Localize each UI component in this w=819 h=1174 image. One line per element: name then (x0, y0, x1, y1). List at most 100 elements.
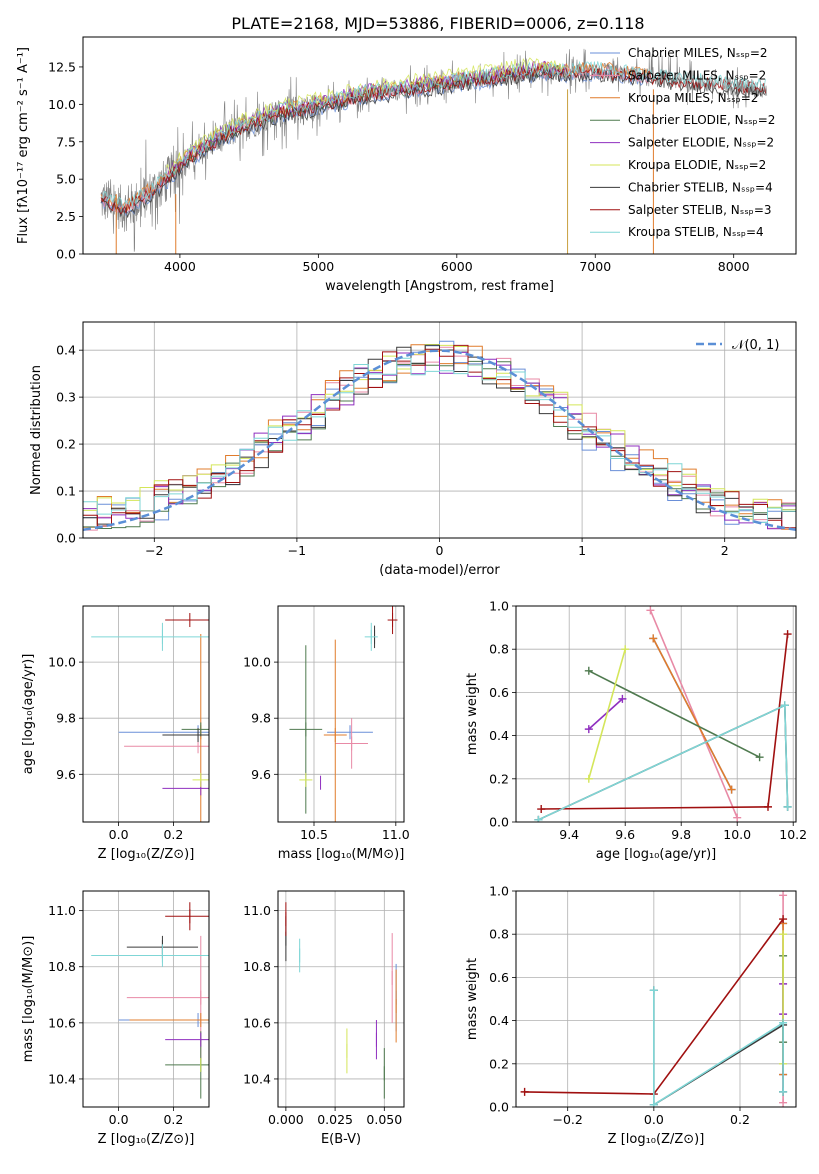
plot-area (285, 902, 397, 1099)
x-axis-label: Z [log₁₀(Z/Z⊙)] (98, 1132, 195, 1147)
y-tick-label: 0.8 (489, 927, 509, 942)
x-axis-label: E(B-V) (321, 1132, 361, 1147)
y-tick-label: 10.8 (48, 959, 76, 974)
y-axis-label: mass [log₁₀(M/M⊙)] (21, 936, 36, 1063)
axes-frame (82, 605, 210, 823)
x-axis-label: wavelength [Angstrom, rest frame] (325, 279, 554, 294)
weight-point-marker (779, 891, 788, 900)
plot-area (91, 613, 209, 822)
residual-histogram-salpeter-elodie (83, 344, 796, 530)
weight-point-marker (783, 630, 792, 639)
axes-massweight-vs-age: 9.4 9.6 9.8 10.0 10.2 0.0 0.2 0.4 0.6 0.8 1.0 age [… (465, 599, 807, 863)
weight-point-marker (584, 666, 593, 675)
weight-line-salpeter-elodie (588, 698, 623, 730)
y-axis-label: Flux [fλ10⁻¹⁷ erg cm⁻² s⁻¹ A⁻¹] (16, 47, 31, 244)
y-tick-label: 0.2 (489, 1056, 509, 1071)
legend-label: 𝒩(0, 1) (732, 338, 779, 353)
y-tick-label: 0.2 (56, 437, 76, 452)
weight-point-marker (733, 813, 742, 822)
x-tick-label: 0.025 (317, 1112, 353, 1127)
errorbar-kroupa-miles (129, 1013, 209, 1028)
y-axis-label: mass weight (465, 673, 480, 755)
y-tick-label: 10.0 (48, 97, 76, 112)
y-tick-label: 0.0 (489, 1100, 509, 1115)
x-tick-label: 0.0 (109, 827, 129, 842)
x-axis-label: Z [log₁₀(Z/Z⊙)] (98, 847, 195, 862)
y-tick-label: 0.4 (56, 343, 76, 358)
y-tick-label: 10.4 (243, 1071, 271, 1086)
y-tick-label: 0.8 (489, 642, 509, 657)
y-tick-label: 1.0 (489, 599, 509, 614)
model-spectrum-chabrier-stelib (100, 68, 766, 218)
weight-point-marker (779, 1098, 788, 1107)
errorbar-chabrier-stelib (162, 728, 209, 743)
x-tick-label: 10.5 (300, 827, 328, 842)
errorbar-salpeter-stelib (165, 613, 209, 628)
weight-point-marker (780, 701, 789, 710)
axes-frame (515, 890, 797, 1108)
x-tick-label: −2 (145, 543, 163, 558)
y-axis-label: Normed distribution (29, 365, 44, 495)
y-axis-label: age [log₁₀(age/yr)] (21, 654, 36, 775)
weight-point-marker (649, 986, 658, 995)
errorbar-chabrier-elodie (289, 645, 323, 814)
errorbar-kroupa-miles (323, 639, 347, 822)
y-tick-label: 7.5 (56, 134, 76, 149)
weight-line-chabrier-elodie (588, 670, 760, 758)
grid (83, 606, 209, 822)
weight-point-marker (584, 725, 593, 734)
x-tick-label: 1 (578, 543, 586, 558)
y-tick-label: 10.6 (243, 1015, 271, 1030)
weight-point-marker (755, 753, 764, 762)
axes-frame (277, 890, 405, 1108)
y-tick-label: 1.0 (489, 884, 509, 899)
errorbar-chabrier-miles (327, 725, 373, 740)
weight-line-kroupa-miles (652, 638, 733, 790)
y-tick-label: 10.8 (243, 959, 271, 974)
axes-frame (82, 890, 210, 1108)
weight-point-marker (537, 805, 546, 814)
axes-frame (82, 36, 797, 255)
x-tick-label: −0.2 (553, 1112, 583, 1127)
errorbar-chabrier-elodie (181, 722, 209, 737)
weight-point-marker (727, 785, 736, 794)
y-tick-label: 12.5 (48, 59, 76, 74)
figure-title: PLATE=2168, MJD=53886, FIBERID=0006, z=0… (231, 14, 644, 33)
weight-point-marker (646, 606, 655, 615)
x-tick-label: 2 (721, 543, 729, 558)
y-tick-label: 2.5 (56, 209, 76, 224)
residual-histogram-salpeter-stelib (83, 344, 796, 529)
legend-label: Kroupa MILES, Nₛₛₚ=2 (628, 91, 758, 105)
x-tick-label: −1 (288, 543, 306, 558)
x-tick-label: 0.2 (730, 1112, 750, 1127)
plot-area (83, 340, 796, 532)
legend-label: Chabrier MILES, Nₛₛₚ=2 (628, 46, 768, 60)
axes-frame (82, 321, 797, 539)
y-tick-label: 0.0 (56, 247, 76, 262)
weight-point-marker (779, 1087, 788, 1096)
weight-point-marker (764, 802, 772, 811)
weight-line-kroupa-stelib (653, 990, 784, 1107)
y-tick-label: 0.0 (56, 531, 76, 546)
grid (278, 891, 404, 1107)
x-tick-label: 0.2 (163, 827, 183, 842)
y-tick-label: 0.2 (489, 771, 509, 786)
weight-line-kroupa-elodie (588, 648, 626, 780)
legend-label: Salpeter MILES, Nₛₛₚ=2 (628, 68, 766, 82)
errorbar-kroupa-elodie (192, 772, 209, 787)
weight-point-marker (584, 774, 593, 783)
x-tick-label: 4000 (164, 259, 196, 274)
y-tick-label: 11.0 (243, 903, 271, 918)
x-tick-label: 11.0 (382, 827, 410, 842)
legend-label: Chabrier ELODIE, Nₛₛₚ=2 (628, 113, 775, 127)
x-axis-label: mass [log₁₀(M/M⊙)] (278, 847, 405, 862)
x-tick-label: 7000 (579, 259, 611, 274)
weight-point-marker (618, 694, 627, 703)
x-tick-label: 0.000 (268, 1112, 304, 1127)
y-tick-label: 0.6 (489, 685, 509, 700)
grid (83, 891, 209, 1107)
x-tick-label: 0.0 (644, 1112, 664, 1127)
errorbar-salpeter-stelib (165, 902, 209, 931)
axes-residuals: −2 −1 0 1 2 0.0 0.1 0.2 0.3 0.4 (data-model)/error… (29, 321, 797, 578)
